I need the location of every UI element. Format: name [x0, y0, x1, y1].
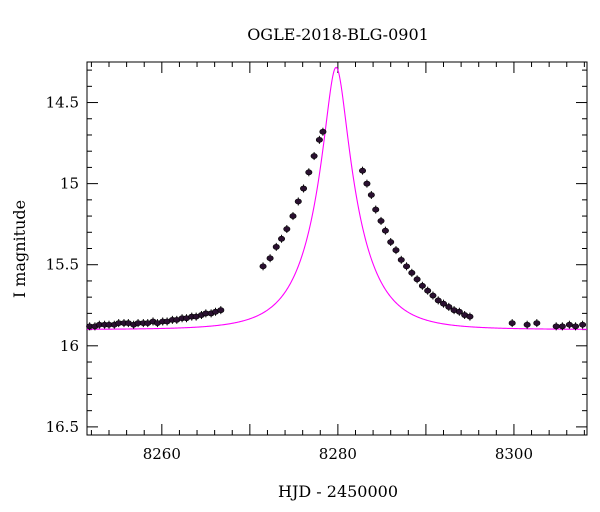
data-point	[377, 218, 385, 224]
data-point	[392, 247, 400, 254]
data-point	[372, 206, 380, 213]
data-point	[217, 307, 225, 314]
data-point	[381, 227, 389, 234]
y-tick-label: 16	[60, 337, 79, 355]
data-point	[508, 320, 516, 326]
data-point	[445, 303, 453, 310]
data-point	[367, 192, 375, 198]
data-point	[424, 287, 432, 294]
plot-frame	[86, 61, 588, 436]
data-point	[572, 323, 580, 330]
data-point	[558, 323, 566, 330]
chart-title: OGLE-2018-BLG-0901	[247, 25, 429, 44]
data-point	[455, 308, 463, 315]
data-point	[283, 226, 291, 232]
data-point	[300, 185, 308, 192]
data-point	[259, 263, 267, 270]
data-point	[359, 167, 367, 174]
x-tick-label: 8280	[319, 445, 357, 463]
data-point	[387, 239, 395, 245]
data-point	[429, 292, 437, 299]
data-point	[305, 169, 313, 176]
data-point	[418, 282, 426, 289]
y-tick-label: 15.5	[46, 256, 79, 274]
x-tick-label: 8260	[143, 445, 181, 463]
data-point	[408, 269, 416, 276]
x-axis-label: HJD - 2450000	[278, 482, 398, 501]
data-point	[440, 300, 448, 307]
data-point	[266, 255, 274, 262]
data-point	[397, 256, 405, 263]
x-tick-label: 8300	[495, 445, 533, 463]
y-tick-label: 15	[60, 175, 79, 193]
y-axis-label: I magnitude	[10, 200, 29, 298]
data-point	[434, 297, 442, 304]
model-curve	[87, 66, 587, 330]
data-point	[272, 243, 280, 250]
data-point	[552, 323, 560, 330]
data-point	[310, 153, 318, 159]
data-point	[413, 276, 421, 283]
data-point	[579, 321, 587, 328]
y-tick-label: 14.5	[46, 94, 79, 112]
data-point	[466, 313, 474, 320]
data-point	[403, 263, 411, 270]
data-point	[565, 321, 573, 328]
data-point	[289, 213, 297, 219]
data-point	[319, 128, 327, 135]
data-point	[294, 198, 302, 205]
data-point	[533, 320, 541, 326]
data-point	[315, 136, 323, 143]
y-tick-label: 16.5	[46, 418, 79, 436]
plot-area: 8260 8280 8300 14.5 15 15.5 16 16.5	[46, 61, 588, 463]
data-point	[523, 321, 531, 328]
data-point	[278, 235, 286, 242]
data-point	[363, 180, 371, 187]
